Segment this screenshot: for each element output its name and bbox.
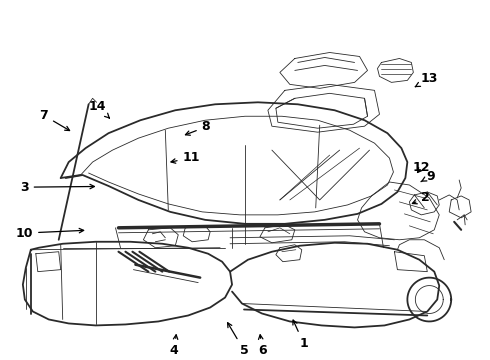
- Text: 4: 4: [170, 335, 178, 357]
- Text: 2: 2: [413, 192, 430, 204]
- Text: 14: 14: [89, 100, 109, 118]
- Text: 1: 1: [293, 320, 308, 350]
- Text: 7: 7: [40, 109, 70, 131]
- Text: 13: 13: [416, 72, 438, 87]
- Text: 8: 8: [185, 121, 210, 135]
- Text: 11: 11: [171, 151, 200, 164]
- Text: 5: 5: [228, 323, 248, 357]
- Text: 6: 6: [258, 335, 267, 357]
- Text: 12: 12: [413, 161, 430, 174]
- Text: 3: 3: [20, 181, 95, 194]
- Text: 10: 10: [16, 226, 84, 239]
- Text: 9: 9: [421, 170, 435, 183]
